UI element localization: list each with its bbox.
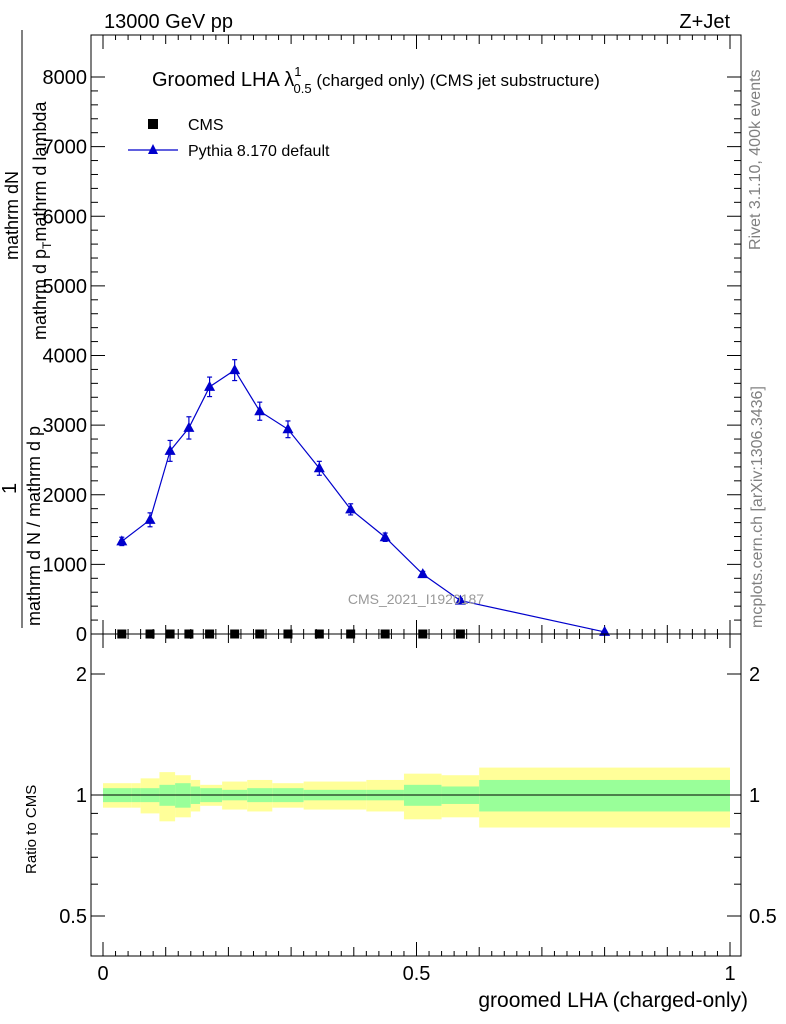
header-right: Z+Jet bbox=[679, 11, 730, 33]
main-plot: 0 1000 2000 3000 4000 5000 6000 7000 8000 bbox=[43, 34, 742, 646]
ratio-y-tick-label-right: 1 bbox=[749, 785, 760, 807]
ratio-y-label: Ratio to CMS bbox=[23, 785, 40, 874]
ratio-y-ticks: 0.5 0.5 1 1 2 2 bbox=[59, 664, 777, 928]
x-tick-label: 0 bbox=[97, 963, 108, 985]
header-left: 13000 GeV pp bbox=[104, 11, 233, 33]
ratio-bands bbox=[103, 767, 730, 828]
rivet-label: Rivet 3.1.10, 400k events bbox=[747, 69, 764, 250]
pythia-point bbox=[454, 594, 466, 605]
y-label-line1: mathrm dN bbox=[2, 171, 22, 260]
main-x-ticks bbox=[102, 35, 731, 634]
pythia-point bbox=[144, 513, 156, 524]
y-tick-label: 3000 bbox=[43, 415, 88, 437]
mcplots-label: mcplots.cern.ch [arXiv:1306.3436] bbox=[749, 386, 766, 628]
x-tick-label: 0.5 bbox=[403, 963, 431, 985]
pythia-line bbox=[121, 369, 605, 633]
pythia-point bbox=[282, 423, 294, 434]
pythia-point bbox=[164, 444, 176, 455]
y-label-line2a: mathrm d p bbox=[30, 249, 50, 340]
y-tick-label: 7000 bbox=[43, 137, 88, 159]
ratio-y-tick-label: 2 bbox=[76, 664, 87, 686]
pythia-point bbox=[204, 380, 216, 391]
pythia-point bbox=[254, 405, 266, 416]
x-tick-label: 1 bbox=[724, 963, 735, 985]
y-label-line2: mathrm d pTmathrm d lambda bbox=[30, 101, 54, 340]
y-tick-label: 6000 bbox=[43, 206, 88, 228]
legend: CMS Pythia 8.170 default bbox=[128, 117, 330, 160]
y-axis-label: 1 mathrm d N / mathrm d p mathrm dN math… bbox=[0, 30, 54, 628]
y-tick-label: 4000 bbox=[43, 346, 88, 368]
title-main: Groomed LHA bbox=[152, 69, 284, 91]
pythia-point bbox=[229, 364, 241, 375]
ratio-y-tick-label-right: 0.5 bbox=[749, 906, 777, 928]
y-label-line2b: mathrm d lambda bbox=[30, 101, 50, 242]
legend-cms-label: CMS bbox=[188, 117, 224, 134]
pythia-point bbox=[379, 531, 391, 542]
y-tick-label: 2000 bbox=[43, 485, 88, 507]
x-axis-label: groomed LHA (charged-only) bbox=[478, 989, 748, 1012]
ratio-x-ticks bbox=[102, 634, 731, 956]
y-tick-label: 5000 bbox=[43, 276, 88, 298]
x-tick-labels: 0 0.5 1 bbox=[97, 963, 735, 985]
y-tick-label: 8000 bbox=[43, 67, 88, 89]
ratio-plot: 0.5 0.5 1 1 2 2 bbox=[59, 633, 777, 957]
ratio-y-tick-label: 0.5 bbox=[59, 906, 87, 928]
pythia-point bbox=[599, 625, 611, 636]
pythia-point bbox=[116, 535, 128, 546]
ratio-y-tick-label-right: 2 bbox=[749, 664, 760, 686]
legend-pythia-marker bbox=[148, 144, 158, 154]
watermark: CMS_2021_I1920187 bbox=[348, 591, 484, 607]
title-sub: 0.5 bbox=[294, 81, 312, 96]
pythia-point bbox=[345, 503, 357, 514]
title-sup: 1 bbox=[294, 64, 301, 79]
ratio-band-inner bbox=[479, 779, 730, 812]
y-label-one: 1 bbox=[0, 483, 21, 494]
y-tick-label: 1000 bbox=[43, 554, 88, 576]
ratio-y-tick-label: 1 bbox=[76, 785, 87, 807]
legend-cms-marker bbox=[148, 119, 158, 129]
y-tick-label: 0 bbox=[76, 624, 87, 646]
legend-pythia-label: Pythia 8.170 default bbox=[188, 143, 330, 160]
y-label-denominator: mathrm d N / mathrm d p bbox=[24, 426, 44, 626]
title-rest: (charged only) (CMS jet substructure) bbox=[312, 71, 600, 90]
pythia-point bbox=[417, 568, 429, 579]
pythia-point bbox=[313, 462, 325, 473]
pythia-point bbox=[183, 421, 195, 432]
plot-title: Groomed LHA λ1 0.5 (charged only) (CMS je… bbox=[152, 64, 600, 96]
main-y-ticks: 0 1000 2000 3000 4000 5000 6000 7000 8000 bbox=[43, 67, 741, 646]
y-label-sub-t: T bbox=[40, 241, 54, 249]
title-lambda: λ bbox=[284, 69, 294, 91]
